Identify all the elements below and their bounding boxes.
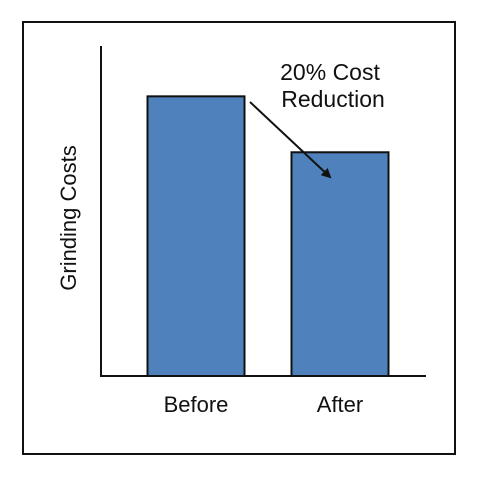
bars-layer xyxy=(146,95,390,377)
annotation-line-2: Reduction xyxy=(281,86,385,112)
x-tick-label-after: After xyxy=(317,392,363,417)
x-tick-label-before: Before xyxy=(164,392,229,417)
tick-labels: Before After xyxy=(164,392,364,417)
annotation-arrow xyxy=(249,101,332,179)
y-axis-label: Grinding Costs xyxy=(56,145,81,291)
bar-before xyxy=(146,95,246,377)
bar-after xyxy=(290,151,390,377)
annotation-line-1: 20% Cost xyxy=(280,59,380,85)
